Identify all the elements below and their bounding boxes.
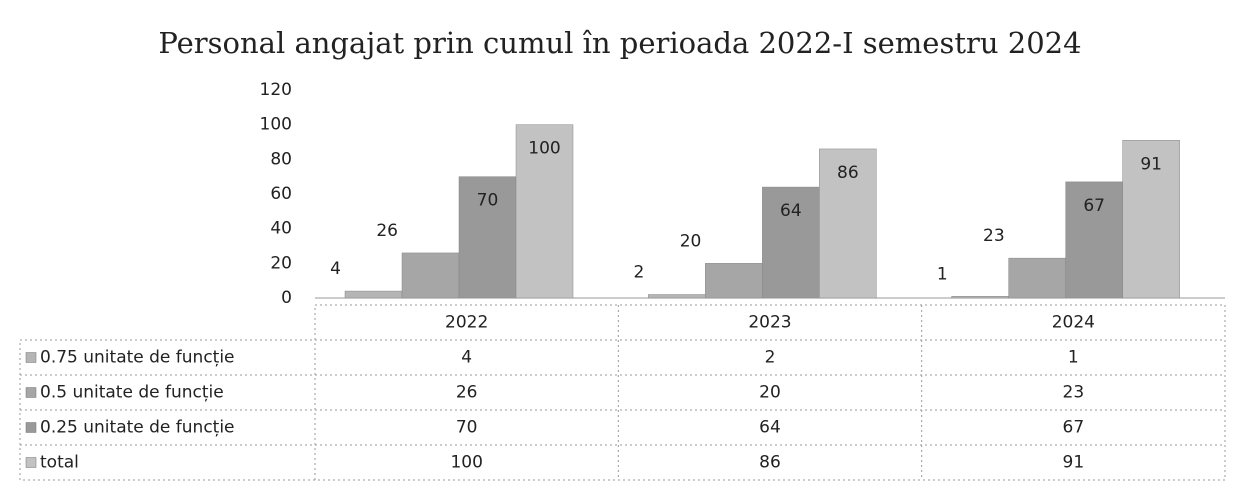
- x-tick-label: 2024: [1052, 313, 1095, 333]
- bar: [1065, 181, 1123, 299]
- legend-label: 0.75 unitate de funcție: [40, 348, 235, 368]
- chart-title: Personal angajat prin cumul în perioada …: [158, 26, 1081, 60]
- bar: [1008, 257, 1066, 299]
- y-tick-label: 100: [260, 115, 292, 135]
- data-label: 2: [634, 263, 645, 283]
- data-label: 67: [1083, 196, 1105, 216]
- table-cell: 86: [759, 453, 781, 473]
- table-border: [314, 304, 1226, 481]
- y-tick-label: 60: [270, 184, 292, 204]
- data-label: 64: [780, 201, 802, 221]
- data-label: 26: [376, 221, 398, 241]
- table-cell: 67: [1063, 418, 1085, 438]
- bar: [648, 294, 706, 299]
- data-label: 4: [330, 259, 341, 279]
- data-label: 91: [1140, 154, 1162, 174]
- y-tick-label: 20: [270, 253, 292, 273]
- legend-label: 0.25 unitate de funcție: [40, 418, 235, 438]
- data-label: 23: [983, 226, 1005, 246]
- table-cell: 2: [765, 348, 776, 368]
- bar: [762, 186, 820, 299]
- bar: [705, 263, 763, 299]
- table-cell: 70: [456, 418, 478, 438]
- bar: [951, 296, 1009, 299]
- table-cell: 91: [1063, 453, 1085, 473]
- bar: [819, 148, 877, 299]
- y-tick-label: 80: [270, 149, 292, 169]
- y-tick-label: 0: [281, 288, 292, 308]
- data-label: 86: [837, 163, 859, 183]
- x-tick-label: 2023: [748, 313, 791, 333]
- legend-key: [25, 352, 37, 363]
- table-cell: 20: [759, 383, 781, 403]
- legend-label: total: [40, 453, 79, 473]
- table-cell: 26: [456, 383, 478, 403]
- table-cell: 64: [759, 418, 781, 438]
- legend-key: [25, 387, 37, 398]
- bar: [458, 176, 517, 299]
- data-label: 100: [528, 139, 560, 159]
- bar: [401, 252, 460, 299]
- bar: [515, 124, 574, 299]
- data-label: 70: [477, 191, 499, 211]
- bar: [344, 290, 403, 299]
- table-cell: 4: [461, 348, 472, 368]
- y-tick-label: 40: [270, 219, 292, 239]
- legend-key: [25, 457, 37, 468]
- data-label: 20: [680, 231, 702, 251]
- data-label: 1: [937, 264, 948, 284]
- bar: [1122, 140, 1180, 299]
- table-cell: 23: [1063, 383, 1085, 403]
- legend-label: 0.5 unitate de funcție: [40, 383, 224, 403]
- legend-key: [25, 422, 37, 433]
- x-tick-label: 2022: [445, 313, 488, 333]
- table-cell: 1: [1068, 348, 1079, 368]
- table-cell: 100: [450, 453, 482, 473]
- y-tick-label: 120: [260, 80, 292, 100]
